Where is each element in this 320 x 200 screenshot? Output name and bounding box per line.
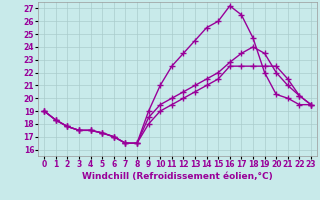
X-axis label: Windchill (Refroidissement éolien,°C): Windchill (Refroidissement éolien,°C) xyxy=(82,172,273,181)
